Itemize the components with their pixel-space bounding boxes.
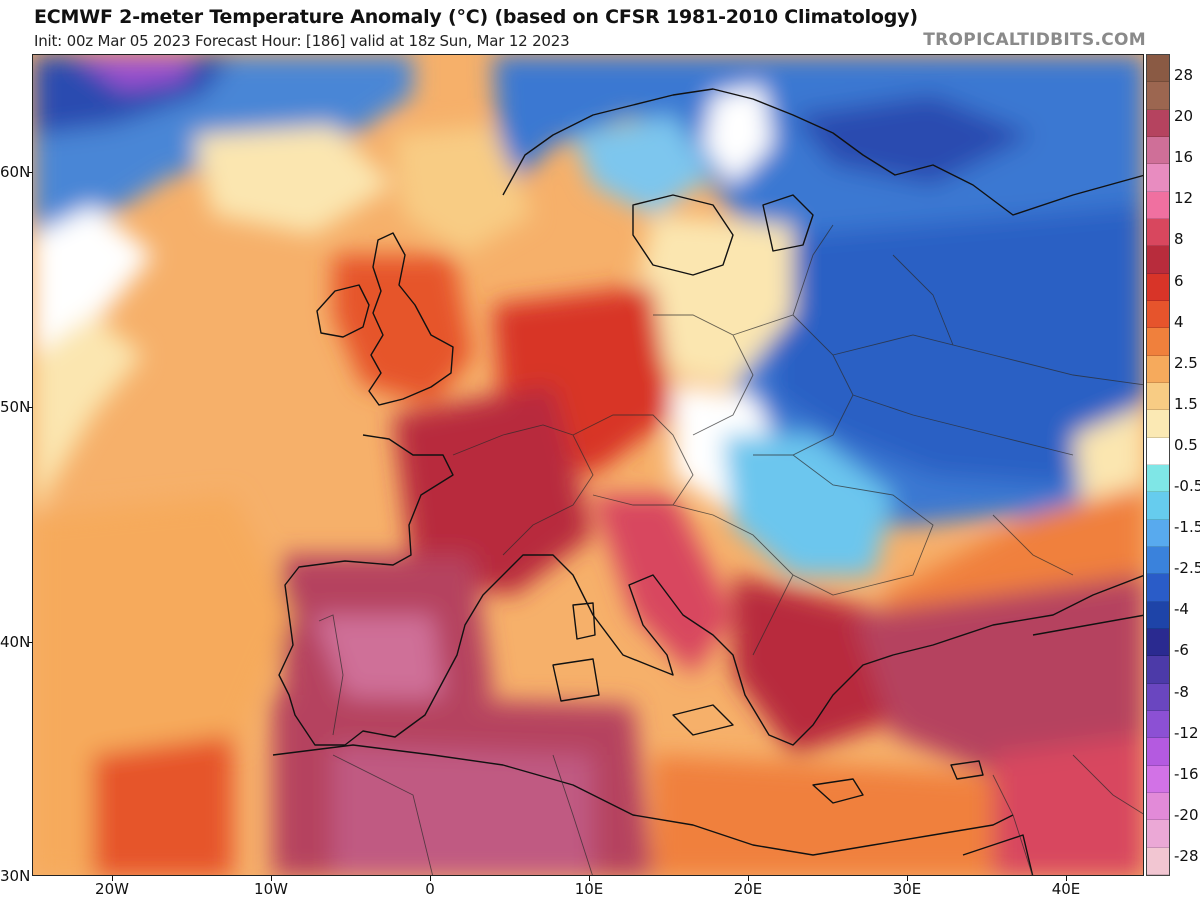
lat-label-40n: 40N <box>0 633 31 651</box>
colorbar-segment <box>1147 464 1169 493</box>
colorbar-segment <box>1147 492 1169 520</box>
colorbar-segment <box>1147 410 1169 438</box>
colorbar-segment <box>1147 656 1169 684</box>
colorbar-label: -1.5 <box>1174 518 1200 537</box>
colorbar-segment <box>1147 191 1169 219</box>
colorbar-segment <box>1147 300 1169 329</box>
lon-tick <box>271 876 272 881</box>
colorbar-segment <box>1147 765 1169 793</box>
lat-label-50n: 50N <box>0 398 31 416</box>
colorbar-segment <box>1147 792 1169 821</box>
lat-tick <box>28 407 33 408</box>
lat-label-30n: 30N <box>0 867 31 885</box>
lat-label-60n: 60N <box>0 163 31 181</box>
colorbar-label: -20 <box>1174 805 1199 824</box>
anomaly-map[interactable] <box>32 54 1144 876</box>
colorbar-segment <box>1147 136 1169 165</box>
colorbar-label: 0.5 <box>1174 435 1198 454</box>
anomaly-field-shading <box>33 55 1143 875</box>
colorbar-segment <box>1147 519 1169 547</box>
country-borders <box>318 224 1143 875</box>
lon-tick <box>112 876 113 881</box>
coastlines <box>272 88 1143 875</box>
colorbar-segment <box>1147 82 1169 110</box>
colorbar-label: 6 <box>1174 271 1184 290</box>
colorbar-segment <box>1147 847 1169 875</box>
lon-label-0: 0 <box>425 880 435 898</box>
lon-label-20w: 20W <box>95 880 129 898</box>
colorbar-label: 4 <box>1174 312 1184 331</box>
colorbar-label: -12 <box>1174 723 1199 742</box>
colorbar-label: -4 <box>1174 600 1189 619</box>
lon-label-20e: 20E <box>733 880 763 898</box>
lon-tick <box>1066 876 1067 881</box>
lon-label-10e: 10E <box>574 880 604 898</box>
lon-label-30e: 30E <box>892 880 922 898</box>
colorbar-label: -6 <box>1174 641 1189 660</box>
lon-tick <box>748 876 749 881</box>
colorbar-segment <box>1147 437 1169 465</box>
lon-label-10w: 10W <box>254 880 288 898</box>
colorbar-segment <box>1147 738 1169 766</box>
colorbar-segment <box>1147 164 1169 192</box>
colorbar-segment <box>1147 628 1169 657</box>
colorbar-segment <box>1147 820 1169 848</box>
colorbar-label: 1.5 <box>1174 394 1198 413</box>
lon-tick <box>589 876 590 881</box>
lon-tick <box>907 876 908 881</box>
map-canvas <box>33 55 1143 875</box>
map-title: ECMWF 2-meter Temperature Anomaly (°C) (… <box>34 6 918 28</box>
colorbar-label: -8 <box>1174 682 1189 701</box>
colorbar-segment <box>1147 328 1169 356</box>
colorbar-segment <box>1147 109 1169 137</box>
colorbar-legend <box>1146 54 1170 876</box>
colorbar-label: 8 <box>1174 230 1184 249</box>
lat-tick <box>28 172 33 173</box>
colorbar-label: 20 <box>1174 107 1194 126</box>
colorbar-label: 16 <box>1174 148 1194 167</box>
colorbar-segment <box>1147 710 1169 739</box>
lat-tick <box>28 642 33 643</box>
colorbar-segment <box>1147 355 1169 383</box>
colorbar-label: -2.5 <box>1174 559 1200 578</box>
source-credit: TROPICALTIDBITS.COM <box>923 30 1146 50</box>
lon-label-40e: 40E <box>1051 880 1081 898</box>
colorbar-segment <box>1147 546 1169 575</box>
colorbar-segment <box>1147 574 1169 602</box>
colorbar-label: 28 <box>1174 66 1194 84</box>
colorbar-segment <box>1147 273 1169 301</box>
colorbar-label: 2.5 <box>1174 353 1198 372</box>
colorbar-segment <box>1147 382 1169 411</box>
map-subtitle: Init: 00z Mar 05 2023 Forecast Hour: [18… <box>34 32 570 50</box>
colorbar-segment <box>1147 218 1169 247</box>
lon-tick <box>430 876 431 881</box>
colorbar-segment <box>1147 601 1169 629</box>
colorbar-label: -28 <box>1174 846 1199 865</box>
colorbar-label: -16 <box>1174 764 1199 783</box>
colorbar-segment <box>1147 246 1169 274</box>
colorbar-segment <box>1147 683 1169 711</box>
colorbar-segment <box>1147 55 1169 83</box>
colorbar-label: -0.5 <box>1174 477 1200 495</box>
colorbar-label: 12 <box>1174 189 1194 208</box>
